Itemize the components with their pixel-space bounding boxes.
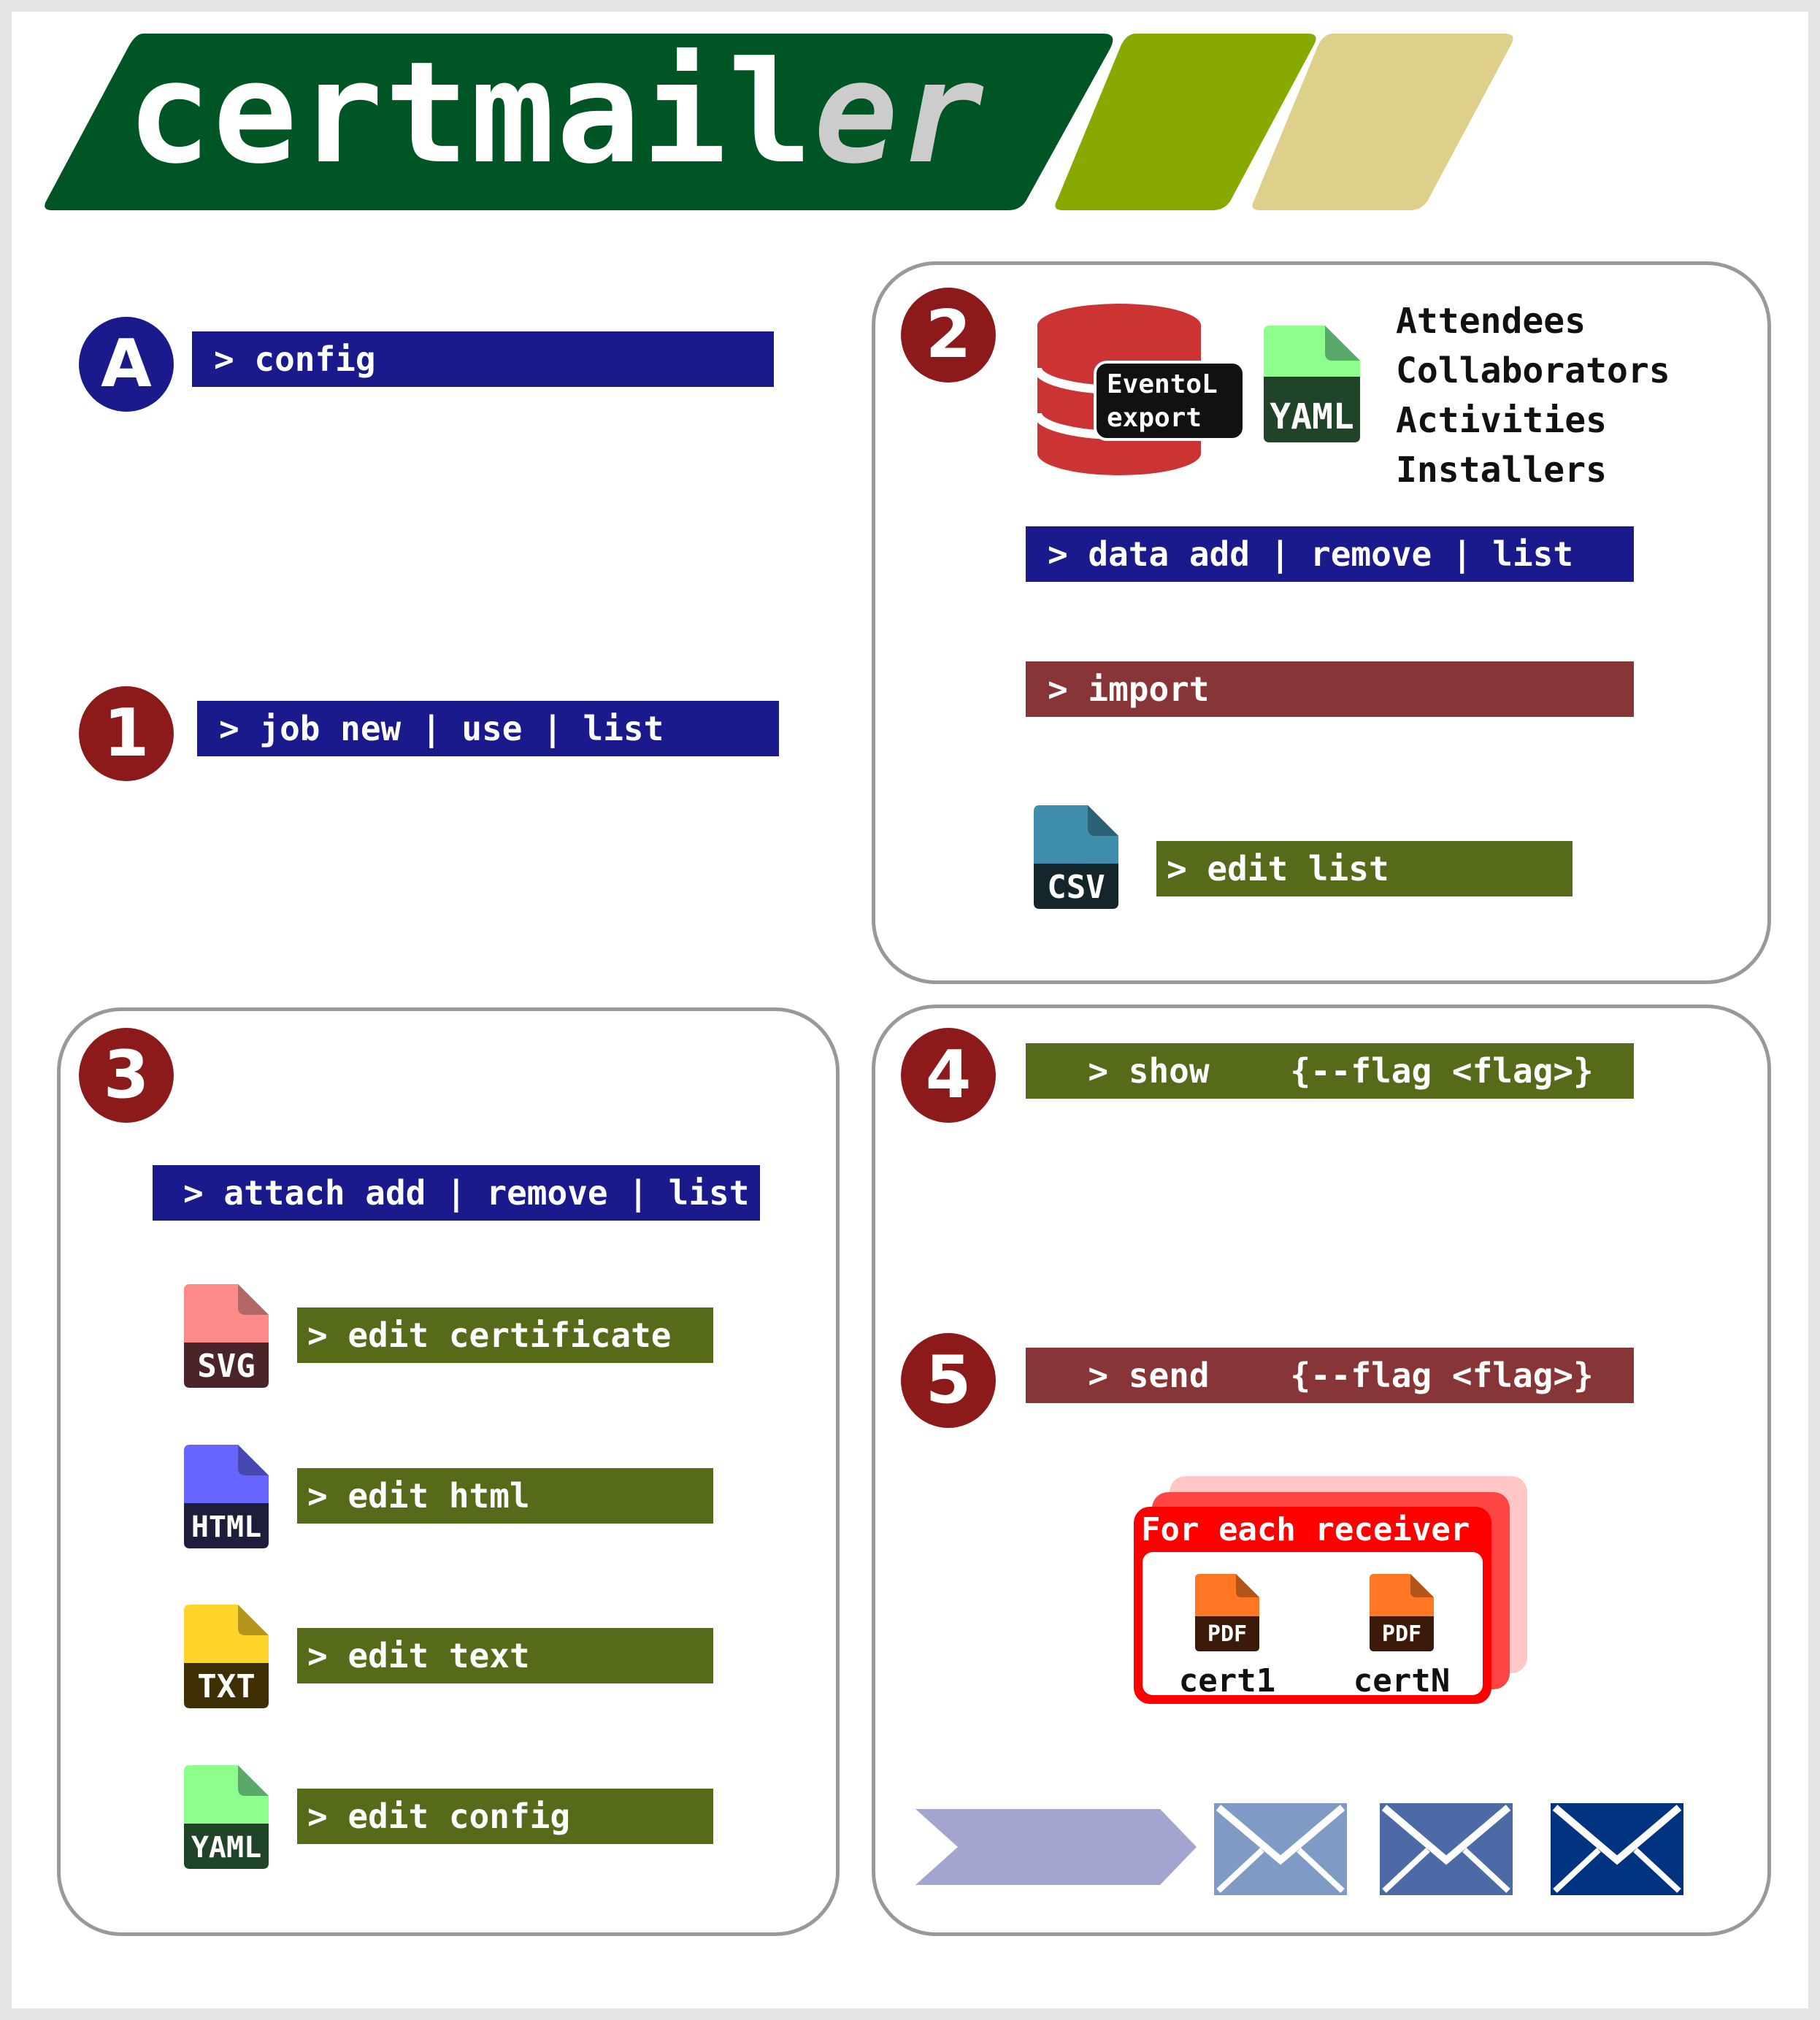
step-a-badge: A [79, 317, 174, 412]
job-command[interactable]: > job new | use | list [197, 701, 779, 756]
show-command[interactable]: > show {--flag <flag>} [1026, 1043, 1634, 1099]
svg-file-icon: SVG [184, 1284, 269, 1388]
pdf-cert1-icon: PDF [1195, 1574, 1259, 1651]
logo-text-main: certmail [127, 32, 814, 195]
step-5-badge: 5 [901, 1333, 996, 1428]
yaml-data-file-icon: YAML [1264, 326, 1360, 442]
txt-file-icon: TXT [184, 1605, 269, 1708]
envelope-icon-3 [1548, 1800, 1686, 1898]
send-command[interactable]: > send {--flag <flag>} [1026, 1348, 1634, 1403]
edit-certificate-command[interactable]: > edit certificate [297, 1307, 713, 1363]
send-arrow-icon [915, 1809, 1197, 1885]
html-file-label: HTML [191, 1510, 262, 1544]
pdf-certn-label: PDF [1381, 1621, 1422, 1647]
certmailer-logo-banner [45, 34, 1513, 210]
certn-label: certN [1353, 1662, 1451, 1700]
html-file-icon: HTML [184, 1445, 269, 1548]
import-command[interactable]: > import [1026, 661, 1634, 717]
logo-dark-green-band [45, 34, 1113, 210]
logo-tan-band [1252, 34, 1513, 210]
logo-text-accent: er [813, 32, 986, 195]
yaml-config-file-label: YAML [191, 1831, 262, 1865]
edit-config-command[interactable]: > edit config [297, 1789, 713, 1844]
eventol-label-line1: EventoL [1107, 369, 1218, 399]
yaml-config-file-icon: YAML [184, 1765, 269, 1869]
eventol-export-label: EventoL export [1094, 361, 1245, 441]
attach-command[interactable]: > attach add | remove | list [153, 1165, 760, 1221]
step-1-badge: 1 [79, 686, 174, 781]
step-4-badge: 4 [901, 1028, 996, 1123]
edit-list-command[interactable]: > edit list [1156, 841, 1573, 896]
envelope-icon-2 [1377, 1800, 1516, 1898]
logo-text: certmailer [127, 41, 986, 187]
eventol-label-line2: export [1107, 403, 1202, 433]
data-type-collaborators: Collaborators [1396, 350, 1670, 391]
step-3-badge: 3 [79, 1028, 174, 1123]
config-command[interactable]: > config [192, 331, 774, 387]
cert1-label: cert1 [1178, 1662, 1276, 1700]
data-types-list: Attendees Collaborators Activities Insta… [1396, 296, 1670, 495]
data-type-activities: Activities [1396, 400, 1607, 441]
receiver-card-title: For each receiver [1141, 1511, 1470, 1548]
edit-html-command[interactable]: > edit html [297, 1468, 713, 1524]
pdf-cert1-label: PDF [1207, 1621, 1248, 1647]
data-type-installers: Installers [1396, 450, 1607, 491]
step-2-badge: 2 [901, 288, 996, 383]
logo-light-green-band [1055, 34, 1316, 210]
data-command[interactable]: > data add | remove | list [1026, 526, 1634, 582]
txt-file-label: TXT [197, 1668, 256, 1705]
csv-file-icon: CSV [1034, 805, 1118, 909]
envelope-icon-1 [1211, 1800, 1350, 1898]
pdf-certn-icon: PDF [1370, 1574, 1434, 1651]
yaml-data-file-label: YAML [1270, 396, 1354, 437]
edit-text-command[interactable]: > edit text [297, 1628, 713, 1683]
svg-file-label: SVG [197, 1348, 256, 1385]
panel-step-4-5 [872, 1005, 1771, 1936]
diagram-canvas: certmailer A > config 1 > job new | use … [12, 12, 1808, 2008]
data-type-attendees: Attendees [1396, 301, 1586, 342]
csv-file-label: CSV [1047, 869, 1105, 906]
